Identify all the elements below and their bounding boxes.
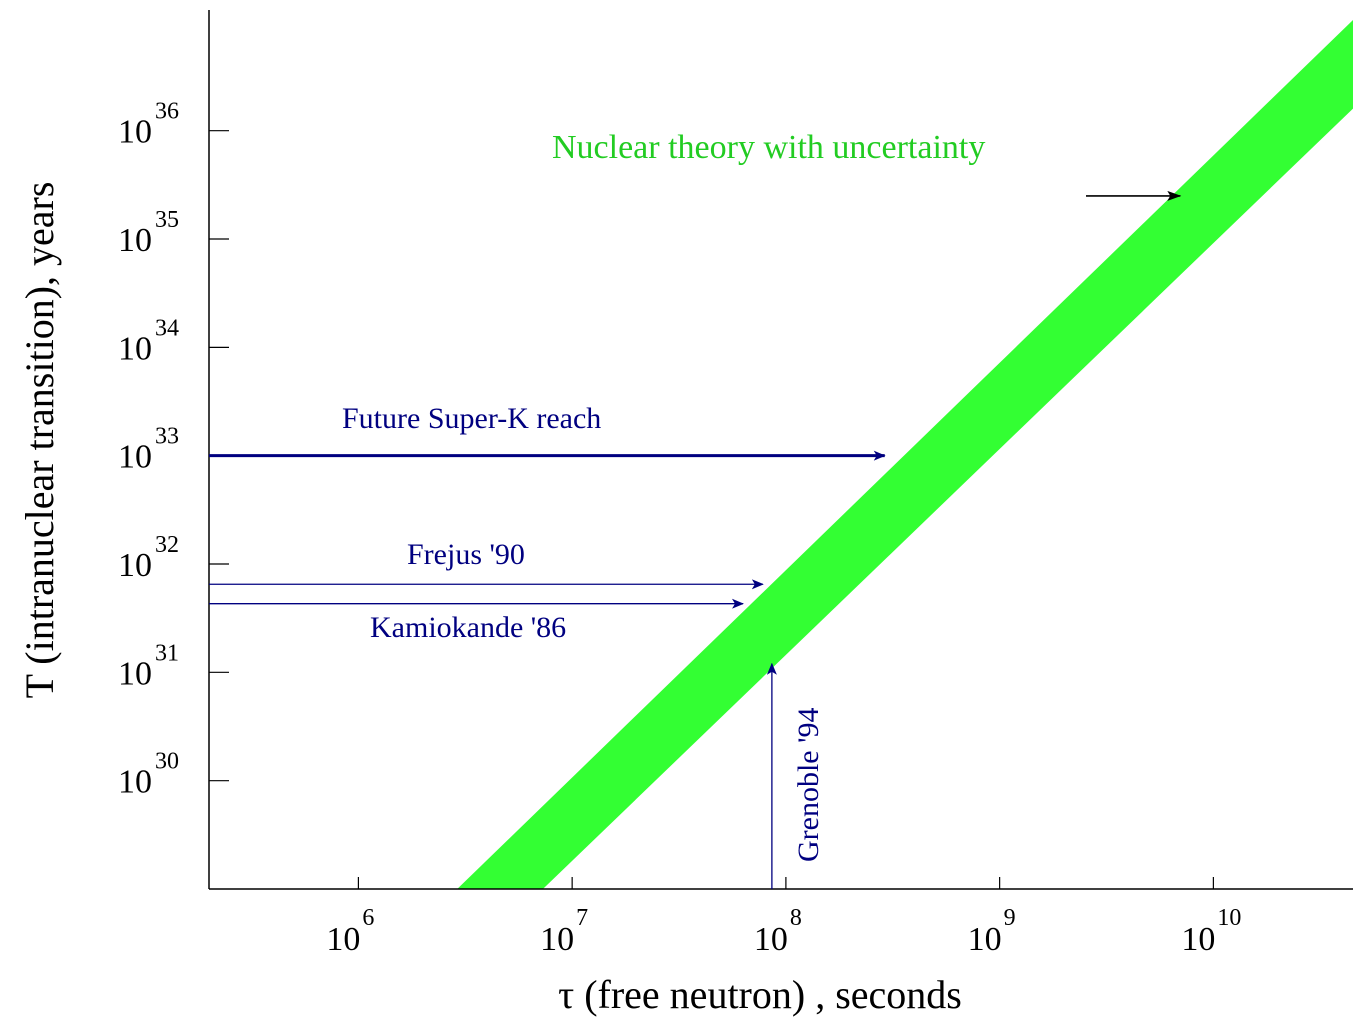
y-tick-exponent: 33 — [155, 424, 179, 450]
label-kamiokande: Kamiokande '86 — [370, 611, 566, 644]
axes — [208, 10, 1353, 890]
limit-arrows — [209, 450, 886, 889]
y-tick-label: 10 — [118, 655, 152, 692]
x-axis-label: τ (free neutron) , seconds — [558, 972, 962, 1017]
x-tick-label: 10 — [326, 921, 360, 958]
x-tick-exponent: 8 — [790, 905, 802, 931]
y-tick-label: 10 — [118, 547, 152, 584]
y-tick-exponent: 35 — [155, 207, 179, 233]
y-tick-exponent: 34 — [155, 315, 179, 341]
label-grenoble: Grenoble '94 — [792, 707, 825, 862]
y-tick-label: 10 — [118, 114, 152, 151]
x-tick-exponent: 6 — [362, 905, 374, 931]
x-tick-label: 10 — [968, 921, 1002, 958]
y-tick-exponent: 30 — [155, 749, 179, 775]
label-future-super-k: Future Super-K reach — [342, 402, 601, 435]
y-tick-exponent: 32 — [155, 532, 179, 558]
label-frejus: Frejus '90 — [407, 538, 525, 571]
x-tick-label: 10 — [540, 921, 574, 958]
theory-band — [457, 20, 1353, 889]
x-tick-label: 10 — [754, 921, 788, 958]
y-tick-label: 10 — [118, 439, 152, 476]
y-tick-exponent: 36 — [155, 99, 179, 125]
label-nuclear-theory: Nuclear theory with uncertainty — [552, 129, 985, 166]
x-tick-exponent: 9 — [1004, 905, 1016, 931]
x-tick-exponent: 10 — [1217, 905, 1241, 931]
y-tick-exponent: 31 — [155, 640, 179, 666]
y-tick-label: 10 — [118, 330, 152, 367]
y-axis-label: T (intranuclear transition), years — [17, 182, 62, 699]
y-tick-label: 10 — [118, 222, 152, 259]
y-tick-label: 10 — [118, 764, 152, 801]
x-tick-exponent: 7 — [576, 905, 588, 931]
x-tick-label: 10 — [1181, 921, 1215, 958]
